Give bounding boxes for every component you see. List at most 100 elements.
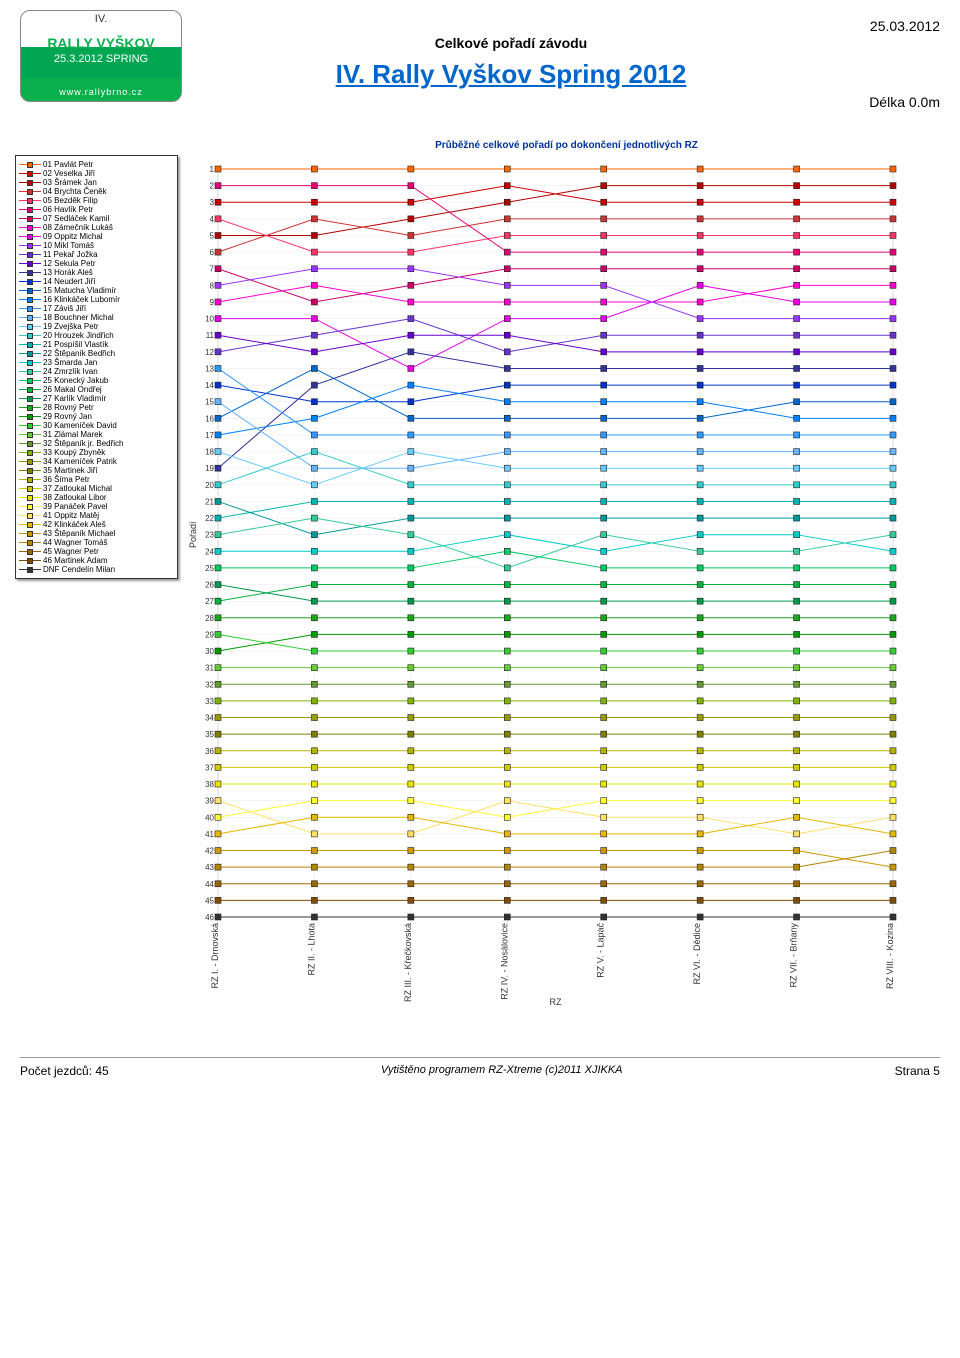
page-subtitle: Celkové pořadí závodu [202,35,820,51]
legend-marker [19,171,41,177]
legend-marker [19,378,41,384]
legend-marker [19,450,41,456]
svg-text:31: 31 [205,664,214,673]
legend-row: 01 Pavlát Petr [19,160,174,169]
legend-label: 41 Oppitz Matěj [43,511,99,520]
svg-text:30: 30 [205,647,214,656]
legend-label: 03 Šrámek Jan [43,178,97,187]
legend-label: 23 Šmarda Jan [43,358,97,367]
legend-label: 46 Martinek Adam [43,556,107,565]
legend-row: 27 Karlík Vladimír [19,394,174,403]
legend-label: 07 Sedláček Kamil [43,214,109,223]
legend-marker [19,279,41,285]
svg-text:35: 35 [205,730,214,739]
svg-text:8: 8 [210,281,215,290]
legend-row: 03 Šrámek Jan [19,178,174,187]
legend-marker [19,531,41,537]
legend-marker [19,297,41,303]
legend-label: 21 Pospíšil Vlastík [43,340,108,349]
legend-row: 34 Kameníček Patrik [19,457,174,466]
svg-text:9: 9 [210,298,215,307]
logo-spring: 25.3.2012 SPRING [21,53,181,65]
legend-label: 38 Zatloukal Libor [43,493,107,502]
legend-row: 43 Štěpaník Michael [19,529,174,538]
legend-label: 45 Wagner Petr [43,547,99,556]
svg-text:7: 7 [210,265,215,274]
svg-text:RZ II. - Lhota: RZ II. - Lhota [306,923,316,976]
svg-text:RZ V. - Lapač: RZ V. - Lapač [596,923,606,978]
logo-top: IV. [21,13,181,25]
legend-row: 16 Klinkáček Lubomír [19,295,174,304]
legend-marker [19,324,41,330]
legend-marker [19,198,41,204]
legend-marker [19,315,41,321]
legend-row: 46 Martinek Adam [19,556,174,565]
legend-row: 26 Makal Ondřej [19,385,174,394]
legend-marker [19,567,41,573]
legend-label: 42 Klinkáček Aleš [43,520,106,529]
legend-marker [19,243,41,249]
legend-row: 19 Zvejška Petr [19,322,174,331]
legend-label: 30 Kameníček David [43,421,117,430]
legend-label: 08 Zámečník Lukáš [43,223,113,232]
legend-marker [19,351,41,357]
legend-marker [19,522,41,528]
legend-label: 17 Záviš Jiří [43,304,86,313]
legend-label: 33 Koupý Zbyněk [43,448,105,457]
legend-marker [19,441,41,447]
legend-label: 18 Bouchner Michal [43,313,114,322]
legend-label: 19 Zvejška Petr [43,322,99,331]
legend-row: 18 Bouchner Michal [19,313,174,322]
legend-label: 32 Štěpaník jr. Bedřich [43,439,124,448]
legend-marker [19,270,41,276]
legend-label: 10 Mikl Tomáš [43,241,94,250]
svg-text:RZ I. - Drnovská: RZ I. - Drnovská [210,923,220,989]
legend-label: 34 Kameníček Patrik [43,457,117,466]
legend-marker [19,225,41,231]
svg-text:11: 11 [206,331,215,340]
legend-marker [19,549,41,555]
legend-marker [19,234,41,240]
legend-marker [19,486,41,492]
legend-marker [19,396,41,402]
svg-text:20: 20 [205,481,214,490]
svg-text:6: 6 [210,248,215,257]
svg-text:38: 38 [205,780,214,789]
legend-marker [19,540,41,546]
chart-title: Průběžné celkové pořadí po dokončení jed… [188,140,945,151]
svg-text:24: 24 [205,547,214,556]
svg-text:12: 12 [205,348,214,357]
legend-row: 38 Zatloukal Libor [19,493,174,502]
legend-marker [19,504,41,510]
rally-logo: IV. RALLY VYŠKOV 25.3.2012 SPRING www.ra… [20,10,182,102]
legend-label: 04 Brychta Čeněk [43,187,107,196]
legend-label: 39 Panáček Pavel [43,502,108,511]
legend-row: 23 Šmarda Jan [19,358,174,367]
legend-label: 09 Oppitz Michal [43,232,103,241]
svg-text:18: 18 [205,448,214,457]
legend-row: 06 Havlík Petr [19,205,174,214]
legend-marker [19,306,41,312]
svg-text:4: 4 [210,215,215,224]
svg-text:42: 42 [205,847,214,856]
legend-row: 11 Pekař Jožka [19,250,174,259]
legend-label: 24 Zmrzlík Ivan [43,367,98,376]
legend-marker [19,369,41,375]
legend-row: 41 Oppitz Matěj [19,511,174,520]
legend-row: 31 Zlámal Marek [19,430,174,439]
legend-row: 08 Zámečník Lukáš [19,223,174,232]
svg-text:19: 19 [205,464,214,473]
legend-label: 06 Havlík Petr [43,205,93,214]
legend-label: 13 Horák Aleš [43,268,93,277]
svg-text:25: 25 [205,564,214,573]
legend-label: 22 Štěpaník Bedřich [43,349,115,358]
legend-marker [19,459,41,465]
legend-marker [19,216,41,222]
legend-label: 35 Martinek Jiří [43,466,98,475]
legend-row: 15 Matucha Vladimír [19,286,174,295]
legend-label: 28 Rovný Petr [43,403,94,412]
page-length: Délka 0.0m [820,94,940,110]
legend-label: 44 Wagner Tomáš [43,538,107,547]
logo-url: www.rallybrno.cz [21,87,181,97]
svg-text:5: 5 [210,231,215,240]
